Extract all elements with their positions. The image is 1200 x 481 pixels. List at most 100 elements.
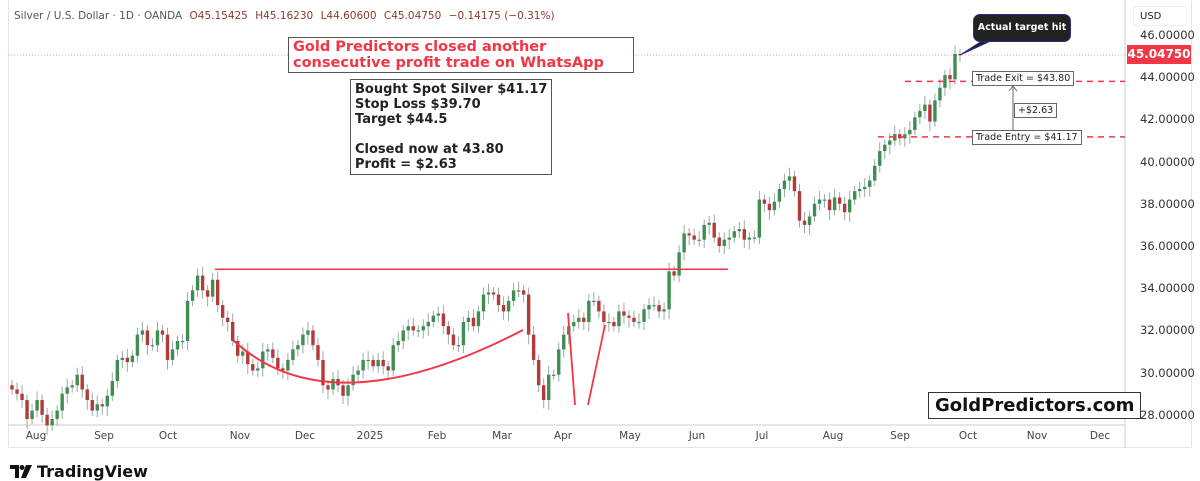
candle-body	[707, 222, 711, 225]
candle-body	[857, 189, 862, 192]
price-tick-label: 42.00000	[1140, 112, 1195, 127]
candle-body	[215, 279, 220, 306]
price-tick-label: 36.00000	[1140, 239, 1195, 253]
candle-body	[742, 229, 747, 240]
change-value: −0.14175 (−0.31%)	[448, 10, 555, 22]
candle-body	[401, 330, 405, 341]
candle-body	[15, 389, 19, 394]
candle-body	[246, 351, 250, 365]
candle-body	[953, 53, 957, 80]
candle-body	[652, 305, 656, 307]
candle-body	[873, 165, 877, 181]
candle-body	[421, 326, 426, 331]
price-tick-label: 32.00000	[1140, 323, 1195, 338]
candle-body	[426, 321, 431, 327]
gain-label: +$2.63	[1014, 103, 1058, 118]
candle-body	[190, 290, 195, 301]
candle-body	[682, 233, 686, 253]
price-tick-label: 30.00000	[1140, 365, 1195, 380]
candle-body	[386, 366, 390, 371]
candle-body	[807, 216, 812, 225]
candle-body	[847, 199, 852, 213]
candle-body	[25, 400, 29, 420]
candle-body	[416, 330, 420, 332]
candle-body	[752, 237, 757, 239]
candle-body	[506, 300, 511, 312]
candle-body	[90, 400, 94, 411]
candle-body	[787, 176, 792, 181]
candle-body	[943, 75, 947, 88]
candle-body	[767, 203, 772, 211]
candle-body	[75, 374, 79, 386]
price-chart[interactable]	[0, 0, 1200, 448]
tradingview-logo[interactable]: TradingView	[10, 462, 148, 481]
gain-arrow-head	[1008, 85, 1018, 92]
currency-selector[interactable]: USD	[1133, 6, 1187, 26]
candle-body	[346, 385, 350, 396]
candle-body	[562, 334, 566, 350]
candle-body	[296, 345, 300, 350]
candle-body	[812, 203, 817, 217]
candle-body	[55, 410, 59, 420]
candle-body	[361, 359, 365, 371]
candle-body	[406, 326, 410, 331]
candle-body	[797, 191, 802, 221]
candle-body	[531, 334, 536, 360]
candle-body	[210, 279, 215, 297]
candle-body	[827, 199, 832, 211]
candle-body	[60, 393, 64, 411]
time-tick-label: Dec	[1089, 430, 1111, 442]
headline-annotation: Gold Predictors closed another consecuti…	[288, 37, 634, 73]
candle-body	[50, 419, 54, 426]
candle-body	[200, 275, 205, 291]
candle-body	[30, 410, 34, 420]
candle-body	[757, 199, 762, 238]
candle-body	[160, 330, 165, 335]
time-tick-label: Dec	[294, 430, 316, 442]
candle-body	[80, 374, 84, 390]
candle-body	[155, 330, 160, 346]
time-tick-label: Oct	[958, 430, 978, 442]
candle-body	[496, 294, 501, 306]
candle-body	[727, 237, 731, 240]
time-tick-label: Oct	[158, 430, 178, 442]
symbol-label: Silver / U.S. Dollar · 1D · OANDA	[14, 10, 183, 22]
candle-body	[722, 239, 726, 246]
time-tick-label: 2025	[356, 430, 384, 442]
candle-body	[351, 374, 355, 386]
candle-body	[220, 305, 225, 318]
candle-body	[241, 351, 245, 356]
candle-body	[572, 321, 576, 327]
candle-body	[45, 414, 49, 426]
candle-body	[381, 359, 385, 367]
candle-body	[732, 231, 736, 238]
candle-body	[918, 110, 922, 118]
candle-body	[672, 271, 676, 276]
candle-body	[170, 349, 175, 360]
time-tick-label: Apr	[553, 430, 573, 442]
candle-body	[286, 359, 290, 371]
candle-body	[271, 349, 275, 358]
candle-body	[491, 292, 496, 295]
candle-body	[251, 364, 255, 371]
candle-body	[471, 317, 476, 327]
candle-body	[130, 355, 135, 363]
candle-body	[20, 393, 24, 401]
candle-body	[366, 359, 370, 362]
candle-body	[205, 290, 210, 297]
low-value: L44.60600	[320, 10, 377, 22]
time-tick-label: Mar	[492, 430, 512, 442]
rounded-bottom-arc	[232, 329, 524, 384]
candle-body	[617, 311, 621, 327]
candle-body	[185, 300, 190, 341]
candle-body	[95, 404, 99, 411]
candle-body	[476, 311, 481, 327]
candle-body	[747, 237, 752, 240]
candle-body	[637, 321, 641, 324]
candle-body	[376, 359, 380, 367]
candle-body	[236, 340, 240, 356]
candle-body	[868, 180, 872, 187]
candle-body	[577, 317, 581, 322]
candle-body	[592, 300, 596, 303]
candle-body	[436, 313, 441, 316]
